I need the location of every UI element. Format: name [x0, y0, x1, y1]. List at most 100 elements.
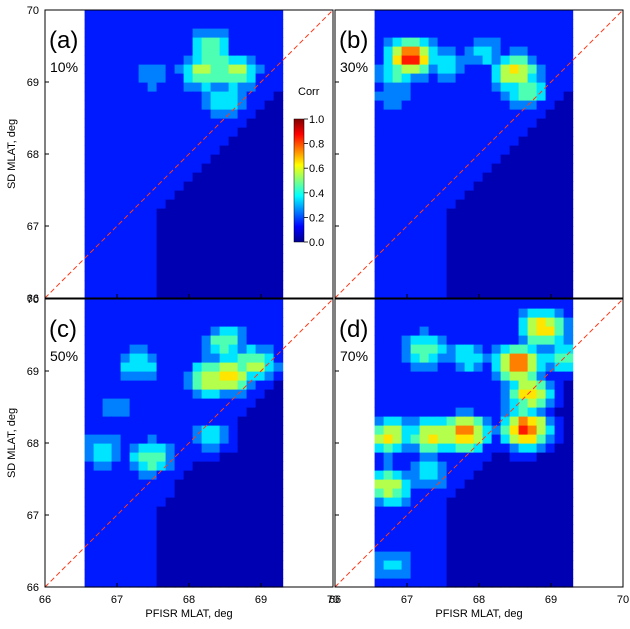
heatmap-cell — [273, 344, 284, 354]
heatmap-cell — [392, 271, 403, 281]
heatmap-cell — [147, 172, 158, 182]
heatmap-cell — [446, 145, 457, 155]
heatmap-cell — [246, 497, 257, 507]
heatmap-cell — [192, 326, 203, 336]
heatmap-cell — [138, 82, 149, 92]
heatmap-cell — [147, 109, 158, 119]
heatmap-cell — [500, 443, 511, 453]
heatmap-cell — [156, 127, 167, 137]
heatmap-cell — [491, 136, 502, 146]
heatmap-cell — [93, 452, 104, 462]
heatmap-cell — [401, 145, 412, 155]
y-tick-label: 66 — [27, 582, 39, 594]
heatmap-cell — [237, 560, 248, 570]
heatmap-cell — [156, 136, 167, 146]
heatmap-cell — [527, 154, 538, 164]
heatmap-cell — [482, 425, 493, 435]
heatmap-cell — [147, 371, 158, 381]
heatmap-cell — [84, 488, 95, 498]
heatmap-cell — [102, 434, 113, 444]
heatmap-cell — [509, 488, 520, 498]
heatmap-cell — [446, 244, 457, 254]
heatmap-cell — [545, 317, 556, 327]
heatmap-cell — [545, 46, 556, 56]
heatmap-cell — [111, 253, 122, 263]
heatmap-cell — [437, 235, 448, 245]
heatmap-cell — [446, 407, 457, 417]
heatmap-cell — [84, 326, 95, 336]
heatmap-cell — [174, 55, 185, 65]
heatmap-cell — [201, 308, 212, 318]
heatmap-cell — [201, 317, 212, 327]
heatmap-cell — [410, 371, 421, 381]
heatmap-cell — [482, 443, 493, 453]
heatmap-cell — [392, 163, 403, 173]
heatmap-cell — [228, 73, 239, 83]
heatmap-cell — [129, 299, 140, 309]
heatmap-cell — [273, 470, 284, 480]
heatmap-cell — [554, 10, 565, 20]
heatmap-cell — [473, 488, 484, 498]
heatmap-cell — [392, 326, 403, 336]
heatmap-cell — [563, 524, 574, 534]
heatmap-cell — [183, 335, 194, 345]
heatmap-cell — [183, 461, 194, 471]
heatmap-cell — [246, 10, 257, 20]
heatmap-cell — [129, 407, 140, 417]
heatmap-cell — [509, 145, 520, 155]
heatmap-cell — [482, 127, 493, 137]
heatmap-cell — [93, 560, 104, 570]
heatmap-cell — [255, 226, 266, 236]
heatmap-cell — [102, 326, 113, 336]
heatmap-cell — [419, 91, 430, 101]
heatmap-cell — [237, 172, 248, 182]
heatmap-cell — [518, 560, 529, 570]
heatmap-cell — [183, 479, 194, 489]
heatmap-cell — [563, 434, 574, 444]
y-tick-label: 70 — [27, 294, 39, 306]
heatmap-cell — [392, 280, 403, 290]
heatmap-cell — [437, 172, 448, 182]
heatmap-cell — [473, 479, 484, 489]
heatmap-cell — [419, 118, 430, 128]
heatmap-cell — [509, 578, 520, 588]
heatmap-cell — [563, 154, 574, 164]
heatmap-cell — [563, 253, 574, 263]
heatmap-cell — [518, 73, 529, 83]
heatmap-cell — [374, 271, 385, 281]
heatmap-cell — [84, 199, 95, 209]
heatmap-cell — [383, 109, 394, 119]
heatmap-cell — [491, 389, 502, 399]
heatmap-cell — [437, 271, 448, 281]
heatmap-cell — [374, 470, 385, 480]
heatmap-cell — [554, 515, 565, 525]
heatmap-cell — [455, 524, 466, 534]
heatmap-cell — [563, 82, 574, 92]
heatmap-cell — [210, 280, 221, 290]
heatmap-cell — [518, 289, 529, 299]
heatmap-cell — [446, 262, 457, 272]
heatmap-cell — [410, 461, 421, 471]
heatmap-cell — [102, 73, 113, 83]
heatmap-cell — [228, 452, 239, 462]
heatmap-cell — [464, 235, 475, 245]
heatmap-cell — [437, 73, 448, 83]
heatmap-cell — [482, 235, 493, 245]
heatmap-cell — [102, 497, 113, 507]
heatmap-cell — [228, 506, 239, 516]
heatmap-cell — [264, 28, 275, 38]
heatmap-cell — [201, 100, 212, 110]
heatmap-cell — [383, 515, 394, 525]
heatmap-cell — [228, 172, 239, 182]
heatmap-cell — [264, 524, 275, 534]
heatmap-cell — [455, 443, 466, 453]
heatmap-cell — [428, 515, 439, 525]
heatmap-cell — [536, 64, 547, 74]
heatmap-cell — [210, 64, 221, 74]
heatmap-cell — [273, 389, 284, 399]
heatmap-cell — [210, 127, 221, 137]
heatmap-cell — [419, 407, 430, 417]
heatmap-cell — [192, 244, 203, 254]
heatmap-cell — [428, 181, 439, 191]
heatmap-cell — [264, 253, 275, 263]
